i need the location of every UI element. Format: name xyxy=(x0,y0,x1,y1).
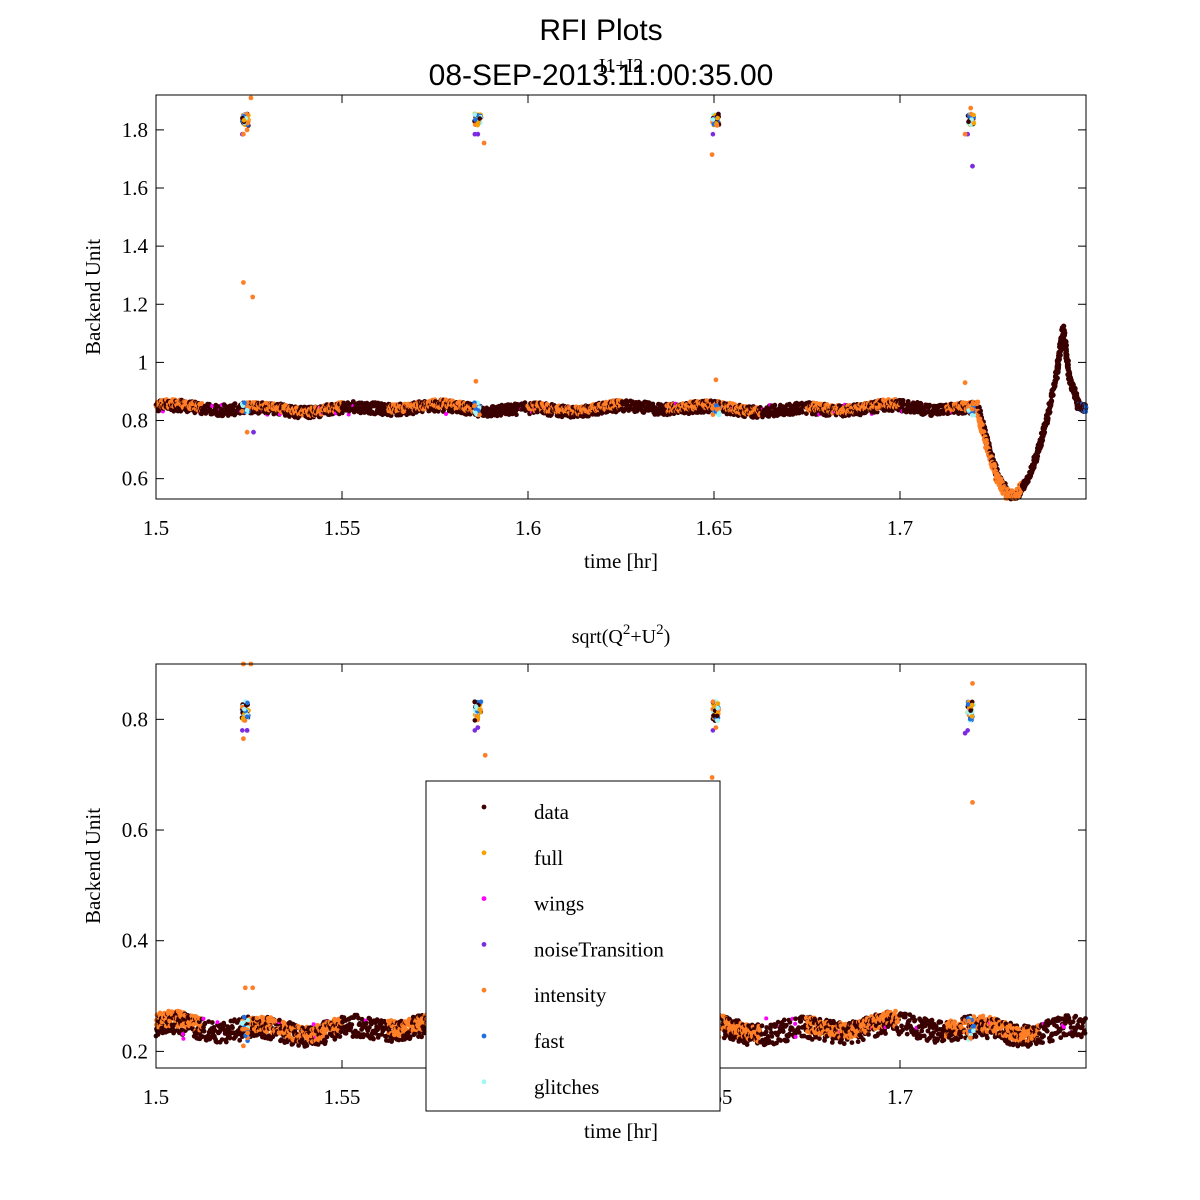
top-xtick-label: 1.5 xyxy=(143,516,169,540)
top-point-data xyxy=(650,401,656,407)
top-point-fast xyxy=(473,117,478,122)
top-point-intensity xyxy=(481,140,487,146)
top-point-glitches xyxy=(969,413,975,418)
bottom-point-data xyxy=(349,1022,355,1027)
top-xtick-label: 1.55 xyxy=(324,516,361,540)
top-point-data xyxy=(367,405,373,411)
top-xtick-label: 1.6 xyxy=(515,516,541,540)
bottom-point-wings xyxy=(215,1020,220,1025)
top-point-data xyxy=(966,119,971,124)
top-ytick-label: 0.8 xyxy=(122,409,148,433)
top-point-wings xyxy=(444,412,448,416)
top-point-full xyxy=(241,117,247,123)
top-point-intensity xyxy=(472,403,478,408)
top-point-intensity xyxy=(241,280,246,285)
top-point-data xyxy=(900,398,906,403)
top-point-data xyxy=(514,412,519,418)
top-point-intensity xyxy=(473,378,479,384)
top-ytick-label: 1.4 xyxy=(122,234,149,258)
top-ylabel: Backend Unit xyxy=(81,239,105,355)
bottom-point-data xyxy=(201,1028,207,1034)
top-xtick-label: 1.65 xyxy=(696,516,733,540)
bottom-point-data xyxy=(371,1036,376,1042)
top-point-wings xyxy=(346,412,351,417)
top-point-glitches xyxy=(710,117,716,122)
bottom-point-wings xyxy=(201,1016,206,1021)
top-axes: 1.5 1.55 1.6 1.65 1.70.60.811.21.41.61.8 I1+… xyxy=(81,55,1089,573)
top-point-full xyxy=(715,115,720,121)
top-ytick-label: 1 xyxy=(138,350,149,374)
bottom-point-intensity xyxy=(254,1015,260,1021)
top-point-glitches xyxy=(244,407,250,413)
bottom-point-data xyxy=(304,1043,310,1048)
top-point-full xyxy=(971,112,976,118)
top-point-noiseTransition xyxy=(970,163,975,169)
top-point-data xyxy=(1039,438,1045,444)
top-data-points xyxy=(153,95,1089,502)
top-point-intensity xyxy=(244,429,250,435)
top-point-intensity xyxy=(250,294,256,300)
bottom-point-data xyxy=(227,1035,233,1041)
top-point-intensity xyxy=(962,380,968,386)
top-point-noiseTransition xyxy=(475,131,481,137)
top-point-data xyxy=(799,409,805,415)
top-xlabel: time [hr] xyxy=(584,549,658,573)
top-point-noiseTransition xyxy=(710,131,716,137)
top-point-intensity xyxy=(713,377,719,383)
top-point-intensity xyxy=(239,409,245,414)
top-point-noiseTransition xyxy=(251,429,256,435)
bottom-point-data xyxy=(363,1020,369,1026)
bottom-point-data xyxy=(209,1020,215,1025)
top-point-intensity xyxy=(971,401,976,407)
top-point-intensity xyxy=(244,127,250,133)
bottom-point-data xyxy=(323,1039,328,1044)
top-point-intensity xyxy=(962,131,968,137)
top-point-data xyxy=(927,402,933,408)
bottom-point-intensity xyxy=(157,1010,163,1016)
top-ytick-label: 1.2 xyxy=(122,292,148,316)
top-ytick-label: 1.8 xyxy=(122,118,148,142)
top-point-intensity xyxy=(714,407,720,412)
top-point-data xyxy=(178,408,184,414)
top-point-data xyxy=(1049,398,1055,404)
top-point-fast xyxy=(714,403,719,408)
top-point-glitches xyxy=(473,410,478,416)
top-point-fast xyxy=(242,400,247,406)
top-ytick-label: 0.6 xyxy=(122,467,148,491)
bottom-point-data xyxy=(223,1039,229,1045)
top-point-intensity xyxy=(709,152,715,158)
top-point-intensity xyxy=(248,95,254,101)
top-point-full xyxy=(475,122,480,128)
top-point-intensity xyxy=(241,131,246,137)
top-point-data xyxy=(918,401,924,407)
top-point-wings xyxy=(210,404,215,408)
top-point-data xyxy=(772,402,778,408)
top-point-intensity xyxy=(968,105,974,111)
top-point-data xyxy=(477,116,483,121)
top-point-intensity xyxy=(992,464,998,469)
top-point-data xyxy=(232,401,238,406)
bottom-point-wings xyxy=(181,1036,186,1041)
top-ytick-label: 1.6 xyxy=(122,176,148,200)
top-point-intensity xyxy=(980,422,985,427)
top-ticks: 1.5 1.55 1.6 1.65 1.7 0.6 0.8 1 1.2 1.4 1.6 1.8 xyxy=(122,95,1086,540)
top-point-intensity xyxy=(984,440,990,446)
bottom-point-data xyxy=(230,1025,235,1031)
top-point-intensity xyxy=(969,407,975,412)
bottom-point-data xyxy=(337,1034,343,1039)
top-point-data xyxy=(595,412,601,417)
top-point-intensity xyxy=(477,412,482,418)
top-point-data xyxy=(804,411,809,416)
top-xtick-label: 1.7 xyxy=(887,516,913,540)
top-point-data xyxy=(559,414,565,420)
top-point-data xyxy=(1063,347,1069,353)
top-point-glitches xyxy=(472,112,478,117)
top-point-data xyxy=(695,410,701,415)
top-point-intensity xyxy=(714,123,720,128)
top-axes-frame xyxy=(155,94,1087,500)
